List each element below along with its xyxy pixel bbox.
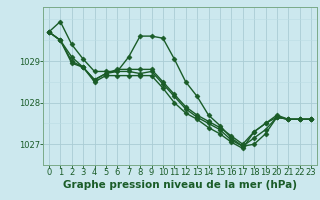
X-axis label: Graphe pression niveau de la mer (hPa): Graphe pression niveau de la mer (hPa) — [63, 180, 297, 190]
